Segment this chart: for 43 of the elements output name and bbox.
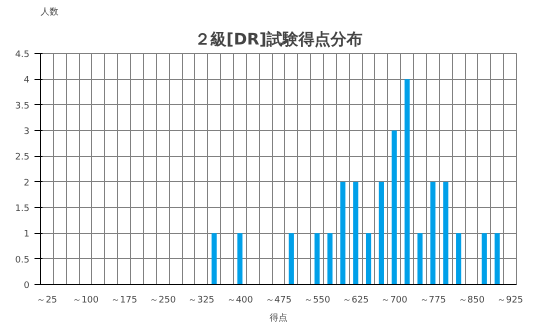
y-axis-title: 人数 bbox=[40, 6, 58, 18]
x-axis-title: 得点 bbox=[270, 312, 288, 324]
x-tick-label: ～25 bbox=[36, 296, 58, 306]
bar bbox=[443, 182, 448, 284]
y-tick-label: 4 bbox=[24, 76, 30, 86]
y-tick-label: 1.5 bbox=[15, 204, 30, 214]
bar bbox=[430, 182, 436, 284]
x-tick-label: ～550 bbox=[304, 296, 330, 306]
bar bbox=[212, 233, 217, 284]
x-tick-label: ～925 bbox=[496, 296, 524, 306]
bar bbox=[327, 233, 333, 284]
y-tick-label: 2.5 bbox=[15, 152, 30, 163]
bar bbox=[482, 233, 487, 284]
y-tick-label: 3.5 bbox=[15, 101, 30, 112]
y-tick-label: 3 bbox=[24, 127, 30, 137]
x-tick-label: ～775 bbox=[420, 296, 446, 306]
bar bbox=[378, 182, 384, 284]
x-tick-label: ～250 bbox=[150, 296, 176, 306]
bar bbox=[494, 233, 500, 284]
x-tick-label: ～100 bbox=[72, 296, 99, 306]
y-tick-label: 1 bbox=[24, 230, 30, 240]
bar bbox=[314, 233, 320, 284]
y-tick-label: 2 bbox=[24, 178, 30, 188]
bar bbox=[392, 130, 397, 284]
bar bbox=[456, 233, 462, 284]
x-tick-label: ～625 bbox=[342, 296, 369, 306]
x-tick-label: ～850 bbox=[458, 296, 485, 306]
bar bbox=[366, 233, 372, 284]
x-tick-label: ～400 bbox=[226, 296, 254, 306]
x-tick-label: ～475 bbox=[265, 296, 292, 306]
chart-title: ２級[DR]試験得点分布 bbox=[194, 30, 363, 48]
y-tick-label: 0 bbox=[24, 281, 30, 291]
bar bbox=[417, 233, 423, 284]
bar bbox=[340, 182, 346, 284]
x-tick-label: ～175 bbox=[111, 296, 138, 306]
y-tick-label: 4.5 bbox=[15, 50, 30, 60]
bar bbox=[288, 233, 294, 284]
x-tick-label: ～700 bbox=[381, 296, 408, 306]
y-tick-label: 0.5 bbox=[15, 255, 30, 266]
x-tick-label: ～325 bbox=[188, 296, 214, 306]
bar bbox=[353, 182, 358, 284]
bar bbox=[237, 233, 242, 284]
bar bbox=[404, 79, 410, 284]
